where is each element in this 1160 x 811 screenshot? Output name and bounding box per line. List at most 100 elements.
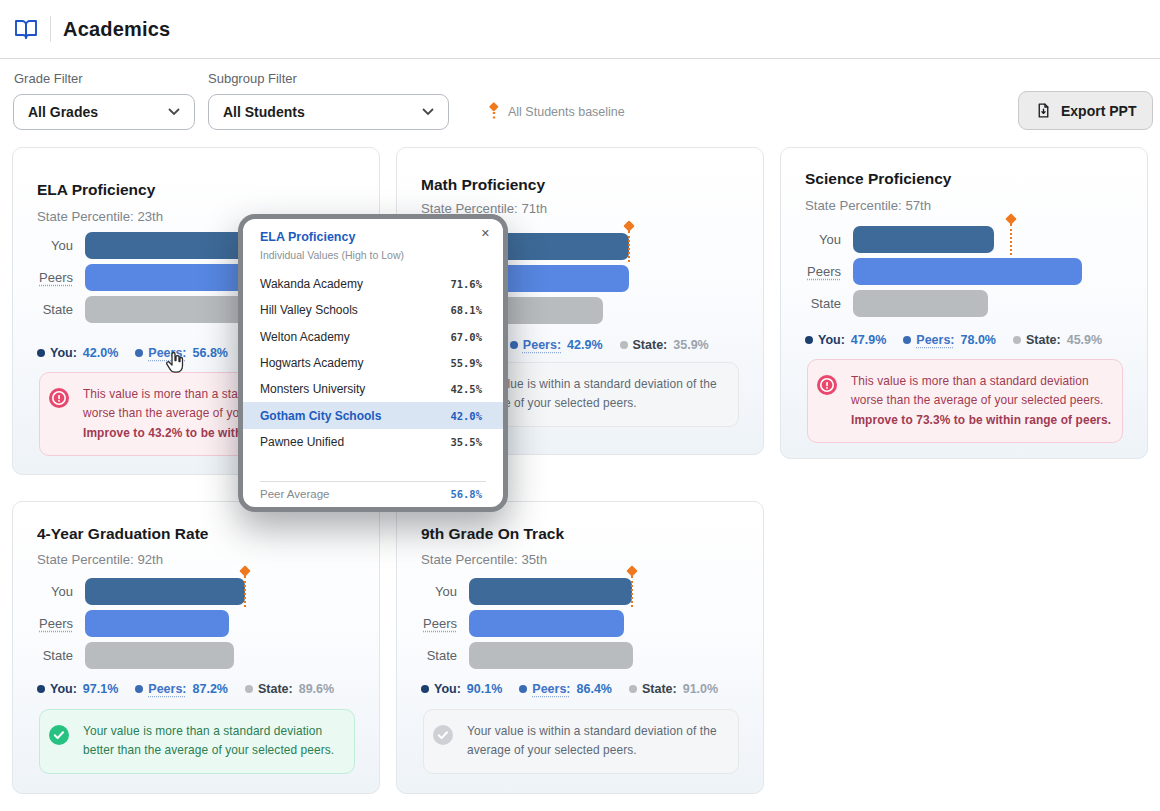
legend-item-peers[interactable]: Peers: 86.4% — [519, 682, 612, 696]
school-name: Hogwarts Academy — [260, 356, 363, 370]
close-icon[interactable]: ✕ — [481, 227, 490, 240]
legend-label-state: State: — [1026, 333, 1061, 347]
legend-item-state: State:91.0% — [629, 682, 718, 696]
bar-label-state: State — [399, 648, 457, 663]
legend-item-peers[interactable]: Peers:78.0% — [903, 333, 996, 347]
bar-label-you: You — [399, 584, 457, 599]
book-icon — [14, 17, 38, 41]
popup-title: ELA Proficiency — [260, 230, 486, 244]
legend-dot-peers — [903, 336, 911, 344]
status-message: Your value is within a standard deviatio… — [423, 709, 739, 774]
legend-value-peers: 87.2% — [193, 682, 228, 696]
legend-label-you: You: — [50, 682, 77, 696]
bar-label-peers[interactable]: Peers — [399, 616, 457, 631]
peers-bar — [85, 610, 229, 637]
legend-value-peers: 86.4% — [577, 682, 612, 696]
subgroup-filter-select[interactable]: All Students — [208, 94, 449, 130]
baseline-marker-icon — [625, 222, 633, 262]
legend-dot-you — [37, 349, 45, 357]
bar-label-state: State — [15, 302, 73, 317]
legend-item-you: You:47.9% — [805, 333, 886, 347]
bar-label-peers[interactable]: Peers — [783, 264, 841, 279]
chevron-down-icon — [168, 108, 180, 116]
peer-average-value: 56.8% — [450, 488, 482, 500]
school-name: Gotham City Schools — [260, 409, 381, 423]
baseline-note: All Students baseline — [489, 102, 625, 122]
baseline-marker-icon — [241, 567, 249, 607]
page-title: Academics — [63, 18, 170, 41]
legend-item-state: State:35.9% — [620, 338, 709, 352]
school-value: 68.1% — [450, 304, 482, 316]
page-header: Academics — [14, 16, 170, 42]
status-text: Your value is within a standard deviatio… — [467, 722, 734, 761]
subgroup-filter-value: All Students — [223, 104, 305, 120]
bar-row-state: State — [781, 290, 1147, 317]
legend-value-state: 89.6% — [299, 682, 334, 696]
export-ppt-button[interactable]: Export PPT — [1018, 91, 1153, 130]
school-value: 42.0% — [450, 410, 482, 422]
bar-row-you: You — [13, 578, 379, 605]
legend-value-you: 47.9% — [851, 333, 886, 347]
school-name: Wakanda Academy — [260, 277, 363, 291]
bar-label-state: State — [783, 296, 841, 311]
you-bar — [85, 232, 255, 259]
popup-row: Pawnee Unified 35.5% — [243, 429, 503, 455]
popup-row: Gotham City Schools 42.0% — [243, 402, 503, 428]
status-icon — [816, 374, 838, 430]
legend-value-you: 97.1% — [83, 682, 118, 696]
legend-value-state: 45.9% — [1067, 333, 1102, 347]
you-bar — [469, 578, 632, 605]
header-divider — [50, 16, 51, 42]
legend-value-peers: 42.9% — [567, 338, 602, 352]
grade-filter-value: All Grades — [28, 104, 98, 120]
bar-row-peers: Peers — [781, 258, 1147, 285]
legend-value-peers: 56.8% — [193, 346, 228, 360]
chevron-down-icon — [422, 108, 434, 116]
state-percentile: State Percentile: 23th — [37, 209, 163, 224]
popup-row: Hogwarts Academy 55.9% — [243, 350, 503, 376]
peers-bar — [853, 258, 1082, 285]
you-bar — [853, 226, 994, 253]
school-value: 67.0% — [450, 331, 482, 343]
status-text: Your value is more than a standard devia… — [83, 722, 350, 761]
legend-item-state: State:89.6% — [245, 682, 334, 696]
legend-value-state: 91.0% — [683, 682, 718, 696]
card-title: 9th Grade On Track — [421, 525, 564, 543]
status-message: This value is more than a standard devia… — [807, 359, 1123, 443]
legend-item-you: You:42.0% — [37, 346, 118, 360]
legend: You:47.9% Peers:78.0% State: 45.9% — [805, 333, 1102, 347]
metric-card: 4-Year Graduation Rate State Percentile:… — [12, 501, 380, 794]
legend-item-state: State: 45.9% — [1013, 333, 1102, 347]
alert-icon — [816, 374, 838, 396]
legend-dot-state — [245, 685, 253, 693]
grade-filter-select[interactable]: All Grades — [13, 94, 195, 130]
legend-label-you: You: — [50, 346, 77, 360]
metric-card: 9th Grade On Track State Percentile: 35t… — [396, 501, 764, 794]
legend-dot-peers — [519, 685, 527, 693]
legend-item-peers[interactable]: Peers:87.2% — [135, 682, 228, 696]
metric-card: Science Proficiency State Percentile: 57… — [780, 147, 1148, 459]
legend-item-peers[interactable]: Peers: 42.9% — [510, 338, 603, 352]
status-text: This value is more than a standard devia… — [851, 372, 1118, 430]
export-ppt-label: Export PPT — [1061, 103, 1136, 119]
bar-label-peers[interactable]: Peers — [15, 616, 73, 631]
legend-dot-you — [805, 336, 813, 344]
state-bar — [469, 642, 633, 669]
baseline-marker-icon — [489, 102, 499, 122]
legend: You:90.1% Peers:86.4% State:91.0% — [421, 682, 718, 696]
legend-label-peers: Peers: — [532, 682, 570, 696]
school-name: Pawnee Unified — [260, 435, 344, 449]
legend-label-state: State: — [633, 338, 668, 352]
status-icon — [48, 387, 70, 443]
state-percentile: State Percentile: 92th — [37, 552, 163, 567]
header-rule — [0, 58, 1160, 59]
school-value: 71.6% — [450, 278, 482, 290]
school-name: Monsters University — [260, 382, 365, 396]
legend-label-peers: Peers: — [523, 338, 561, 352]
mouse-cursor — [163, 350, 187, 381]
legend-item-you: You: 97.1% — [37, 682, 118, 696]
legend-dot-state — [629, 685, 637, 693]
status-improve-text: Improve to 73.3% to be within range of p… — [851, 411, 1118, 430]
popup-row: Wakanda Academy 71.6% — [243, 271, 503, 297]
bar-label-peers[interactable]: Peers — [15, 270, 73, 285]
